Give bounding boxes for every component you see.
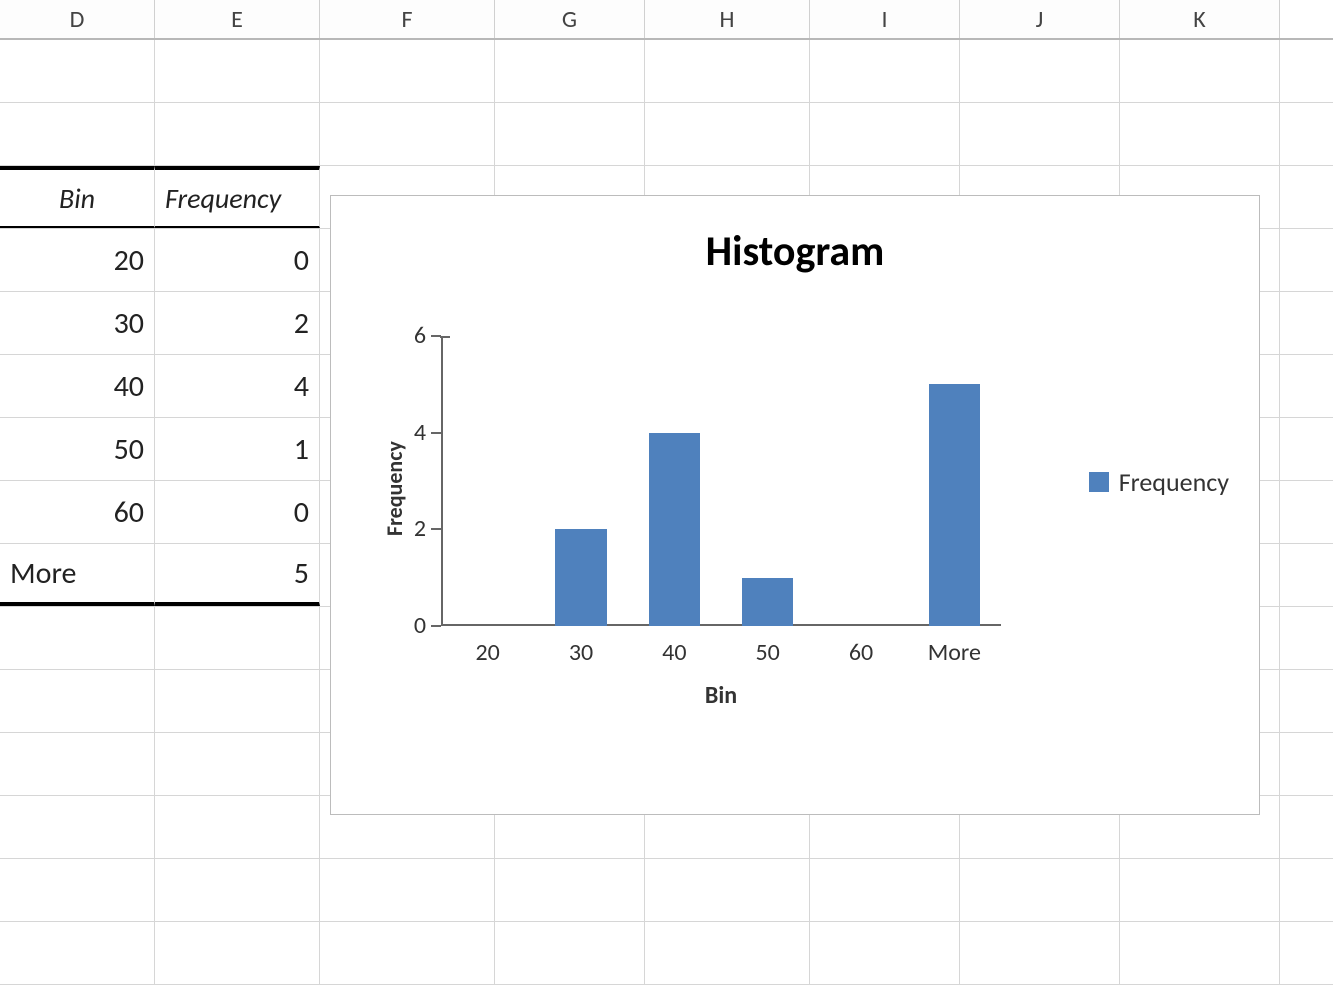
cell-E15[interactable]	[155, 922, 320, 984]
x-tick-label-20: 20	[438, 638, 538, 667]
column-header-E[interactable]: E	[155, 0, 320, 38]
cell-H15[interactable]	[645, 922, 810, 984]
cell-H2[interactable]	[645, 103, 810, 165]
cell-K14[interactable]	[1120, 859, 1280, 921]
cell-D2[interactable]	[0, 103, 155, 165]
cell-D11[interactable]	[0, 670, 155, 732]
cell-D10[interactable]	[0, 607, 155, 669]
y-tick-6	[431, 335, 441, 337]
cell-J1[interactable]	[960, 40, 1120, 102]
column-header-K[interactable]: K	[1120, 0, 1280, 38]
y-tick-0	[431, 625, 441, 627]
cell-J2[interactable]	[960, 103, 1120, 165]
column-header-F[interactable]: F	[320, 0, 495, 38]
cell-E10[interactable]	[155, 607, 320, 669]
column-header-J[interactable]: J	[960, 0, 1120, 38]
column-header-G[interactable]: G	[495, 0, 645, 38]
cell-J15[interactable]	[960, 922, 1120, 984]
cell-D8[interactable]: 60	[0, 481, 155, 543]
cell-F15[interactable]	[320, 922, 495, 984]
cell-E1[interactable]	[155, 40, 320, 102]
column-header-row: DEFGHIJK	[0, 0, 1333, 40]
cell-D9[interactable]: More	[0, 544, 155, 606]
bar-More[interactable]	[929, 384, 980, 626]
cell-E8[interactable]: 0	[155, 481, 320, 543]
x-axis-label: Bin	[441, 681, 1001, 710]
cell-D7[interactable]: 50	[0, 418, 155, 480]
cell-E11[interactable]	[155, 670, 320, 732]
cell-F2[interactable]	[320, 103, 495, 165]
cell-D14[interactable]	[0, 859, 155, 921]
cell-G15[interactable]	[495, 922, 645, 984]
y-tick-label-2: 2	[396, 514, 426, 543]
y-tick-4	[431, 432, 441, 434]
cell-E12[interactable]	[155, 733, 320, 795]
cell-D15[interactable]	[0, 922, 155, 984]
y-tick-label-0: 0	[396, 611, 426, 640]
cell-D13[interactable]	[0, 796, 155, 858]
cell-K15[interactable]	[1120, 922, 1280, 984]
cell-J14[interactable]	[960, 859, 1120, 921]
cell-D1[interactable]	[0, 40, 155, 102]
cell-E6[interactable]: 4	[155, 355, 320, 417]
x-tick-label-40: 40	[624, 638, 724, 667]
cell-E14[interactable]	[155, 859, 320, 921]
cell-E5[interactable]: 2	[155, 292, 320, 354]
plot-area	[441, 336, 1001, 626]
row-14	[0, 859, 1333, 922]
row-2	[0, 103, 1333, 166]
cell-D3[interactable]: Bin	[0, 166, 155, 228]
column-header-I[interactable]: I	[810, 0, 960, 38]
y-tick-2	[431, 528, 441, 530]
cell-F1[interactable]	[320, 40, 495, 102]
cell-E2[interactable]	[155, 103, 320, 165]
cell-I15[interactable]	[810, 922, 960, 984]
cell-F14[interactable]	[320, 859, 495, 921]
cell-K2[interactable]	[1120, 103, 1280, 165]
cell-E4[interactable]: 0	[155, 229, 320, 291]
cell-E3[interactable]: Frequency	[155, 166, 320, 228]
bar-30[interactable]	[555, 529, 606, 626]
cell-E7[interactable]: 1	[155, 418, 320, 480]
cell-D6[interactable]: 40	[0, 355, 155, 417]
y-axis-top-tick	[440, 336, 450, 338]
cell-D4[interactable]: 20	[0, 229, 155, 291]
cell-D12[interactable]	[0, 733, 155, 795]
histogram-chart[interactable]: Histogram Frequency Bin Frequency 024620…	[330, 195, 1260, 815]
row-15	[0, 922, 1333, 985]
chart-title: Histogram	[331, 226, 1259, 277]
column-header-D[interactable]: D	[0, 0, 155, 38]
cell-K1[interactable]	[1120, 40, 1280, 102]
cell-I2[interactable]	[810, 103, 960, 165]
bar-50[interactable]	[742, 578, 793, 626]
cell-G2[interactable]	[495, 103, 645, 165]
bar-40[interactable]	[649, 433, 700, 626]
y-tick-label-6: 6	[396, 321, 426, 350]
x-tick-label-60: 60	[811, 638, 911, 667]
legend-label: Frequency	[1119, 466, 1229, 498]
cell-G1[interactable]	[495, 40, 645, 102]
cell-I14[interactable]	[810, 859, 960, 921]
x-tick-label-30: 30	[531, 638, 631, 667]
legend-swatch-icon	[1089, 472, 1109, 492]
cell-H14[interactable]	[645, 859, 810, 921]
cell-E9[interactable]: 5	[155, 544, 320, 606]
x-tick-label-More: More	[904, 638, 1004, 667]
row-1	[0, 40, 1333, 103]
cell-H1[interactable]	[645, 40, 810, 102]
chart-legend: Frequency	[1089, 466, 1229, 498]
cell-E13[interactable]	[155, 796, 320, 858]
column-header-H[interactable]: H	[645, 0, 810, 38]
cell-G14[interactable]	[495, 859, 645, 921]
cell-I1[interactable]	[810, 40, 960, 102]
cell-D5[interactable]: 30	[0, 292, 155, 354]
y-tick-label-4: 4	[396, 418, 426, 447]
x-tick-label-50: 50	[718, 638, 818, 667]
